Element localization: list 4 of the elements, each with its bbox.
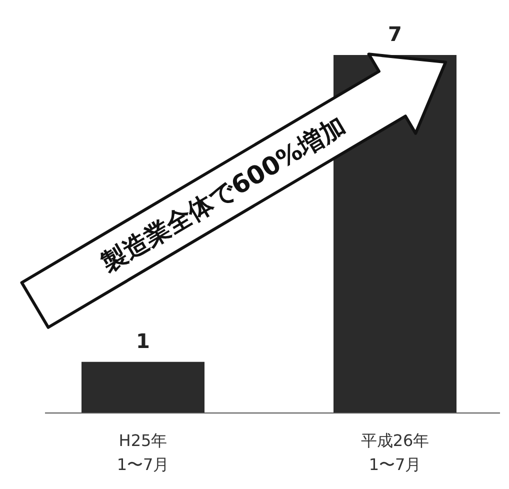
- x-tick-label: 平成26年 1〜7月: [360, 431, 430, 474]
- data-label: 7: [388, 22, 402, 46]
- x-tick-label: H25年 1〜7月: [116, 431, 170, 474]
- data-label: 1: [136, 328, 150, 353]
